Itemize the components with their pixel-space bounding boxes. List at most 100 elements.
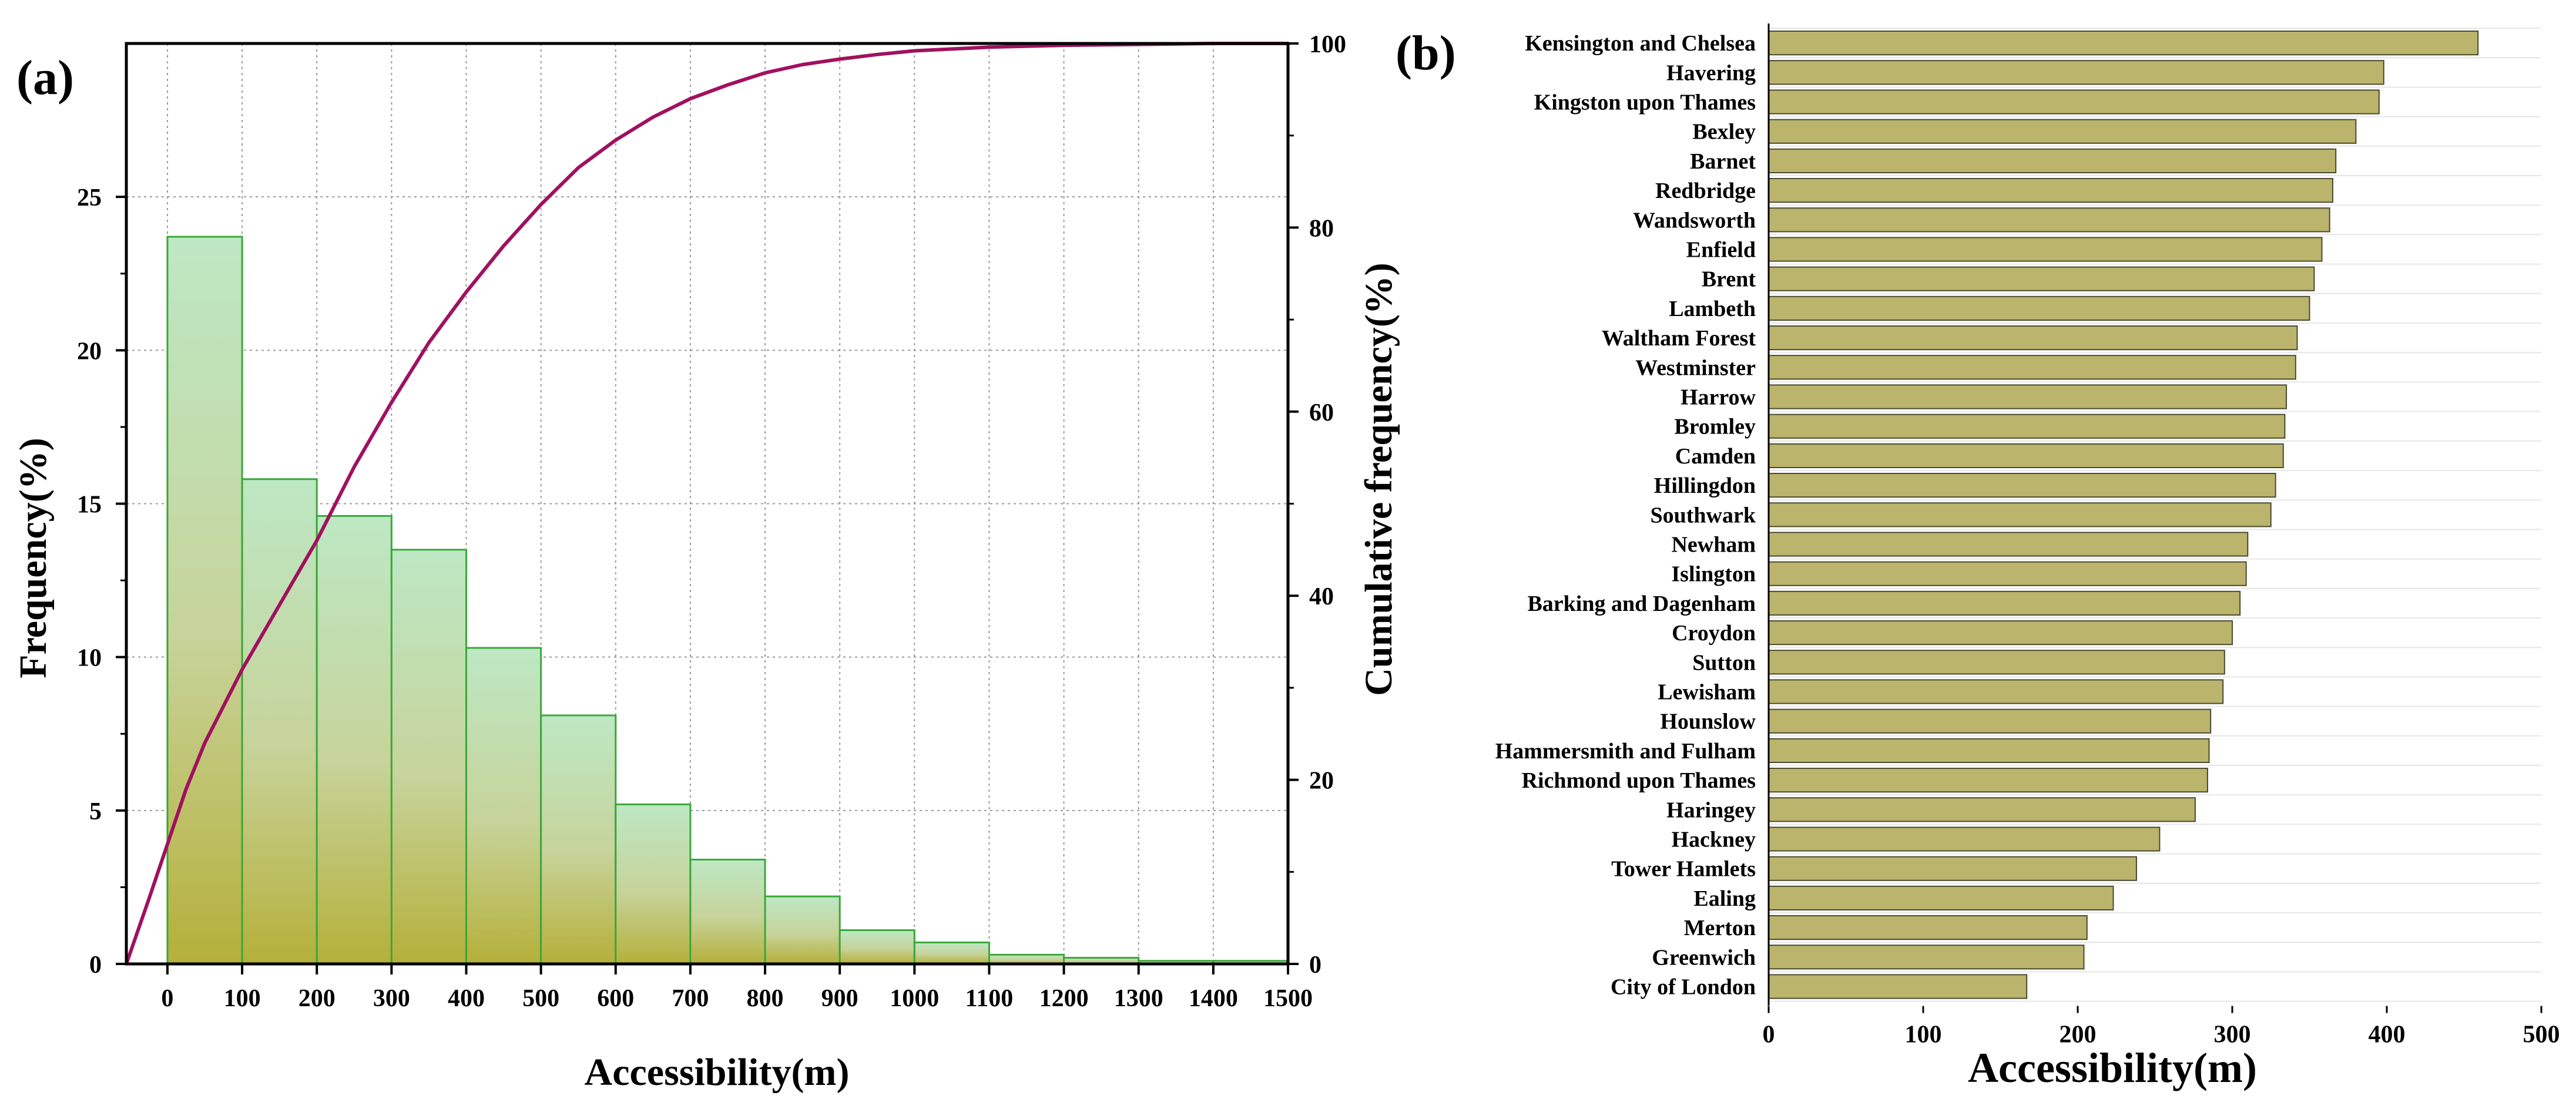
x-tick-label: 1400 <box>1189 985 1238 1012</box>
y-tick-label: 15 <box>77 492 102 519</box>
district-label: Redbridge <box>1655 179 1756 203</box>
district-bar <box>1768 708 2212 734</box>
histogram-bar <box>465 647 542 965</box>
district-bar <box>1768 502 2272 527</box>
district-label: Islington <box>1671 562 1756 587</box>
district-label: Wandsworth <box>1633 208 1756 233</box>
y-tick-label: 5 <box>89 798 102 825</box>
x-tick-label: 1200 <box>1039 985 1089 1012</box>
district-label: Southwark <box>1651 503 1756 527</box>
bar-x-axis-title: Accessibility(m) <box>1968 1044 2257 1091</box>
district-bar <box>1768 355 2296 380</box>
cumulative-frequency-line <box>125 42 1288 965</box>
histogram-bar <box>390 549 467 965</box>
district-bar <box>1768 237 2323 262</box>
district-bar <box>1768 414 2286 439</box>
district-label: Hillingdon <box>1654 473 1756 498</box>
district-label: Barnet <box>1690 149 1756 174</box>
bar-x-tick-label: 300 <box>2214 1021 2251 1048</box>
histogram-y-axis-title: Frequency(%) <box>12 438 55 678</box>
district-bar <box>1768 384 2287 409</box>
district-bar <box>1768 945 2085 970</box>
x-tick-label: 900 <box>821 985 858 1012</box>
district-bar <box>1768 443 2284 468</box>
district-bar <box>1768 60 2384 85</box>
district-bar <box>1768 797 2196 822</box>
histogram-panel: (a) 0 100 200 300 400 500 600 700 800 900 1000 1100… <box>12 31 1400 1094</box>
cumulative-curve-group <box>125 42 1288 965</box>
x-tick-label: 300 <box>373 985 410 1012</box>
district-bar <box>1768 532 2249 557</box>
histogram-bar <box>540 714 617 965</box>
y2-tick-label: 60 <box>1309 399 1334 426</box>
district-bar <box>1768 295 2310 321</box>
district-label: Ealing <box>1693 886 1756 911</box>
district-label: Kingston upon Thames <box>1534 90 1756 115</box>
district-label: Croydon <box>1672 621 1756 646</box>
bar-x-tick-label: 400 <box>2369 1021 2406 1048</box>
y2-tick-label: 0 <box>1309 952 1321 979</box>
x-tick-label: 0 <box>161 985 173 1012</box>
district-bar <box>1768 561 2247 586</box>
x-tick-label: 800 <box>747 985 784 1012</box>
histogram-y2-axis-title: Cumulative frequency(%) <box>1357 263 1400 696</box>
y2-axis-ticks: 0 20 40 60 80 100 <box>1288 31 1346 979</box>
histogram-bar <box>316 515 393 965</box>
district-bar <box>1768 119 2357 144</box>
bar-panel: (b) Kensington and Chelsea Havering Kingst… <box>1396 23 2560 1091</box>
district-labels: Kensington and Chelsea Havering Kingston u… <box>1495 31 1756 999</box>
district-bars <box>1768 31 2479 999</box>
district-label: Barking and Dagenham <box>1527 592 1756 616</box>
district-bar <box>1768 856 2137 881</box>
y-axis-ticks: 0 5 10 15 20 25 <box>77 184 126 979</box>
y-tick-label: 0 <box>89 952 102 979</box>
district-bar <box>1768 148 2337 174</box>
district-label: Merton <box>1684 916 1756 940</box>
district-label: Harrow <box>1681 385 1756 410</box>
x-tick-label: 700 <box>672 985 709 1012</box>
district-bar <box>1768 325 2298 351</box>
x-tick-label: 100 <box>224 985 261 1012</box>
y-tick-label: 10 <box>77 645 102 672</box>
district-label: Newham <box>1671 533 1756 557</box>
histogram-bar <box>838 929 915 965</box>
district-label: Camden <box>1675 444 1756 469</box>
panel-b-label: (b) <box>1396 26 1456 80</box>
district-label: City of London <box>1611 975 1756 1000</box>
district-bar <box>1768 679 2224 704</box>
district-label: Waltham Forest <box>1602 326 1756 351</box>
district-label: Bromley <box>1674 415 1756 439</box>
histogram-bar <box>913 941 990 965</box>
histogram-bar <box>241 478 318 965</box>
district-bar <box>1768 826 2161 852</box>
x-tick-label: 1000 <box>890 985 939 1012</box>
district-bar <box>1768 590 2241 616</box>
bar-x-tick-label: 200 <box>2060 1021 2097 1048</box>
district-bar <box>1768 885 2114 911</box>
x-tick-label: 200 <box>298 985 336 1012</box>
district-label: Lewisham <box>1658 680 1756 705</box>
district-label: Kensington and Chelsea <box>1525 31 1756 56</box>
district-label: Haringey <box>1666 798 1756 822</box>
district-label: Tower Hamlets <box>1611 857 1756 882</box>
histogram-bar <box>689 858 766 965</box>
x-tick-label: 500 <box>522 985 559 1012</box>
histogram-x-axis-title: Accessibility(m) <box>585 1051 850 1094</box>
district-label: Hammersmith and Fulham <box>1495 739 1756 764</box>
x-tick-label: 1500 <box>1263 985 1313 1012</box>
district-label: Sutton <box>1692 650 1756 675</box>
bar-x-tick-label: 0 <box>1763 1021 1775 1048</box>
x-tick-label: 1300 <box>1114 985 1163 1012</box>
y2-tick-label: 20 <box>1309 768 1334 795</box>
district-label: Lambeth <box>1669 297 1756 321</box>
x-tick-label: 600 <box>597 985 634 1012</box>
district-label: Havering <box>1666 61 1756 85</box>
district-label: Hackney <box>1671 828 1756 852</box>
district-bar <box>1768 620 2233 646</box>
district-bar <box>1768 89 2380 115</box>
district-bar <box>1768 974 2028 999</box>
bar-x-tick-label: 100 <box>1905 1021 1942 1048</box>
district-label: Bexley <box>1692 120 1756 144</box>
district-bar <box>1768 266 2315 291</box>
